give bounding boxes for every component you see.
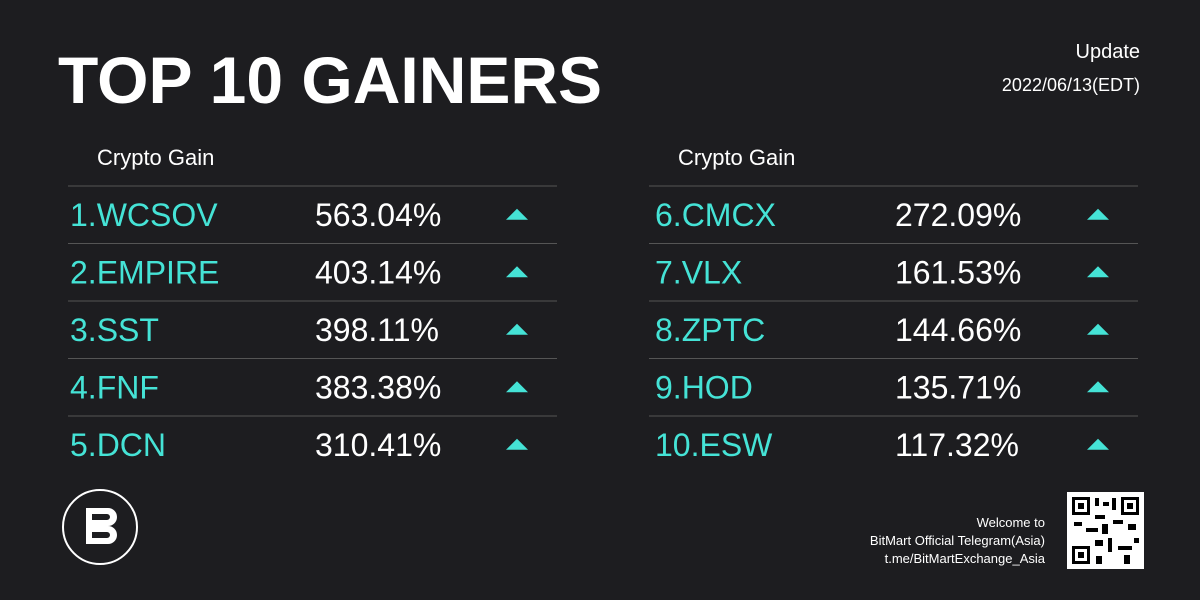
qr-code: [1067, 492, 1144, 569]
table-header: Crypto Gain: [97, 145, 214, 170]
crypto-name: 1.WCSOV: [70, 197, 218, 233]
crypto-name: 3.SST: [70, 312, 159, 348]
up-arrow: [1087, 266, 1109, 278]
up-arrow: [506, 323, 528, 335]
crypto-gain: 563.04%: [315, 197, 441, 233]
table-header: Crypto Gain: [678, 145, 795, 170]
up-arrow: [1087, 381, 1109, 393]
crypto-name: 8.ZPTC: [655, 312, 765, 348]
footer-line: Welcome to: [977, 515, 1045, 530]
crypto-name: 6.CMCX: [655, 197, 776, 233]
title: TOP 10 GAINERS: [58, 43, 602, 117]
crypto-gain: 144.66%: [895, 312, 1021, 348]
up-arrow: [506, 438, 528, 450]
crypto-gain: 383.38%: [315, 369, 441, 405]
crypto-name: 4.FNF: [70, 369, 159, 405]
crypto-gain: 398.11%: [315, 312, 439, 348]
crypto-name: 5.DCN: [70, 427, 166, 463]
crypto-name: 10.ESW: [655, 427, 773, 463]
crypto-name: 7.VLX: [655, 254, 742, 290]
crypto-gain: 135.71%: [895, 369, 1021, 405]
up-arrow: [506, 266, 528, 278]
crypto-gain: 161.53%: [895, 254, 1021, 290]
footer-line: t.me/BitMartExchange_Asia: [885, 551, 1046, 566]
up-arrow: [1087, 438, 1109, 450]
crypto-gain: 272.09%: [895, 197, 1021, 233]
update-date: 2022/06/13(EDT): [1002, 75, 1140, 95]
crypto-gain: 117.32%: [895, 427, 1019, 463]
up-arrow: [1087, 323, 1109, 335]
crypto-name: 9.HOD: [655, 369, 753, 405]
update-label: Update: [1076, 41, 1141, 63]
logo: [62, 489, 138, 565]
up-arrow: [506, 208, 528, 220]
up-arrow: [506, 381, 528, 393]
crypto-name: 2.EMPIRE: [70, 254, 219, 290]
up-arrow: [1087, 208, 1109, 220]
crypto-gain: 403.14%: [315, 254, 441, 290]
crypto-gain: 310.41%: [315, 427, 441, 463]
footer-line: BitMart Official Telegram(Asia): [870, 533, 1045, 548]
